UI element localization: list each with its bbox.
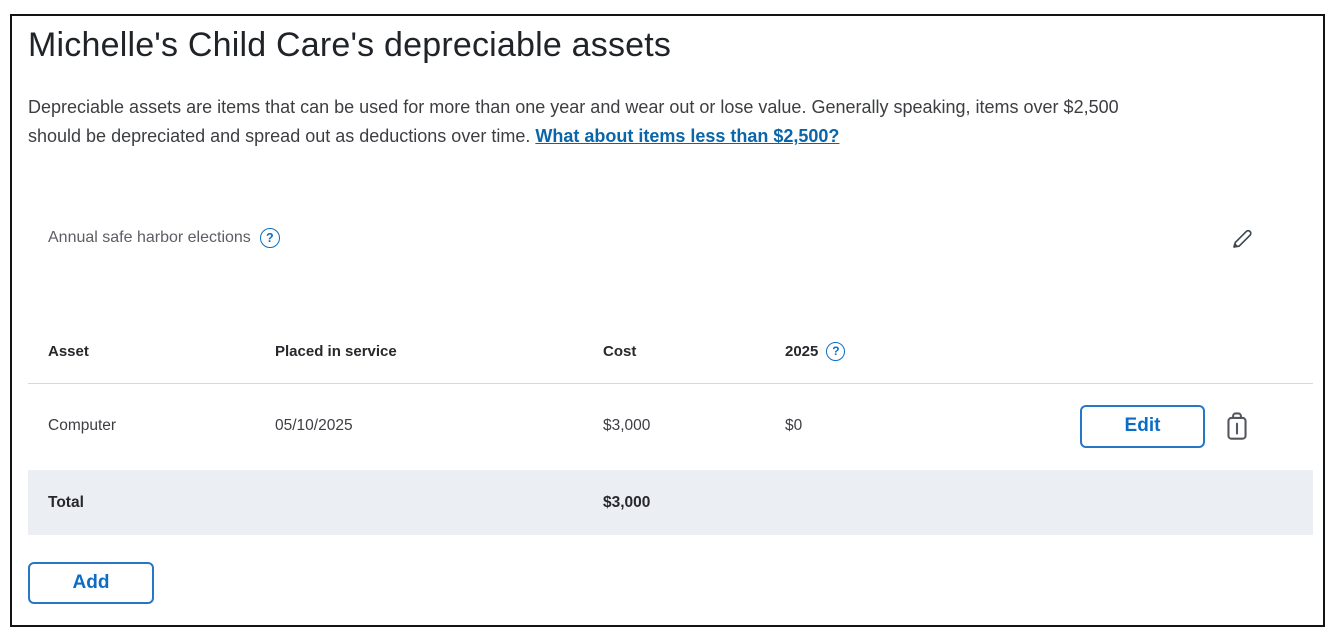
row-actions: Edit <box>1025 404 1251 448</box>
header-2025: 2025 ? <box>785 341 1025 361</box>
header-asset: Asset <box>48 342 89 360</box>
total-label: Total <box>48 493 84 511</box>
safe-harbor-help-icon[interactable]: ? <box>259 228 280 248</box>
table-header-row: Asset Placed in service Cost 2025 ? <box>28 334 1313 368</box>
items-less-than-2500-link[interactable]: What about items less than $2,500? <box>535 126 840 146</box>
header-cost: Cost <box>603 342 637 360</box>
pencil-icon <box>1230 226 1255 251</box>
table-total-row: Total $3,000 <box>28 470 1313 535</box>
table-header-divider <box>28 383 1313 384</box>
table-row: Computer 05/10/2025 $3,000 $0 Edit <box>28 383 1313 469</box>
header-placed-in-service: Placed in service <box>275 342 397 360</box>
cell-2025: $0 <box>785 417 803 434</box>
description-line-2: should be depreciated and spread out as … <box>28 126 536 146</box>
safe-harbor-label: Annual safe harbor elections <box>48 229 251 246</box>
edit-button[interactable]: Edit <box>1080 404 1205 448</box>
page-frame: Michelle's Child Care's depreciable asse… <box>10 14 1325 627</box>
safe-harbor-section: Annual safe harbor elections ? <box>28 221 1313 255</box>
add-button[interactable]: Add <box>28 562 154 604</box>
year-2025-help-icon[interactable]: ? <box>826 341 846 361</box>
page-title: Michelle's Child Care's depreciable asse… <box>28 26 672 64</box>
cell-cost: $3,000 <box>603 417 651 434</box>
safe-harbor-label-group: Annual safe harbor elections ? <box>48 228 280 248</box>
trash-icon <box>1223 411 1251 441</box>
cell-asset: Computer <box>48 417 117 434</box>
page-content: Michelle's Child Care's depreciable asse… <box>28 16 1313 625</box>
description-line-1: Depreciable assets are items that can be… <box>28 97 1119 117</box>
header-2025-label: 2025 <box>785 342 819 360</box>
page-description: Depreciable assets are items that can be… <box>28 93 1308 151</box>
total-cost: $3,000 <box>603 493 651 511</box>
safe-harbor-edit-button[interactable] <box>1230 226 1255 251</box>
delete-button[interactable] <box>1223 411 1251 441</box>
cell-placed-in-service: 05/10/2025 <box>275 417 353 434</box>
